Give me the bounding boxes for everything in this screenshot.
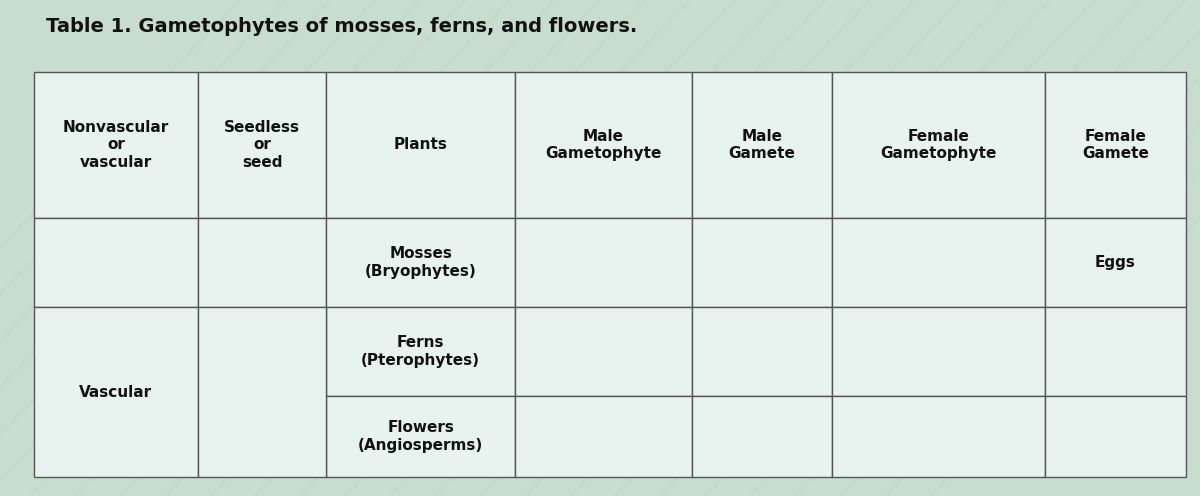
Text: Male
Gamete: Male Gamete <box>728 128 796 161</box>
Bar <box>515 72 692 218</box>
Bar <box>34 218 198 307</box>
Bar <box>692 307 832 396</box>
Text: Ferns
(Pterophytes): Ferns (Pterophytes) <box>361 335 480 368</box>
Text: Plants: Plants <box>394 137 448 152</box>
Bar <box>326 396 515 477</box>
Text: Flowers
(Angiosperms): Flowers (Angiosperms) <box>358 421 484 453</box>
Bar <box>832 396 1045 477</box>
Text: Female
Gametophyte: Female Gametophyte <box>881 128 997 161</box>
Text: Mosses
(Bryophytes): Mosses (Bryophytes) <box>365 246 476 279</box>
Bar <box>34 72 198 218</box>
Bar <box>34 307 198 477</box>
Bar <box>198 218 326 307</box>
Bar <box>832 307 1045 396</box>
Text: Table 1. Gametophytes of mosses, ferns, and flowers.: Table 1. Gametophytes of mosses, ferns, … <box>46 17 637 36</box>
Bar <box>692 396 832 477</box>
Bar <box>1045 396 1186 477</box>
Bar <box>692 218 832 307</box>
Text: Vascular: Vascular <box>79 384 152 400</box>
Bar <box>515 396 692 477</box>
Bar <box>326 218 515 307</box>
Text: Seedless
or
seed: Seedless or seed <box>224 120 300 170</box>
Bar <box>326 72 515 218</box>
Bar <box>1045 72 1186 218</box>
Bar <box>326 307 515 396</box>
Text: Nonvascular
or
vascular: Nonvascular or vascular <box>62 120 169 170</box>
Bar <box>515 307 692 396</box>
Text: Male
Gametophyte: Male Gametophyte <box>545 128 661 161</box>
Bar <box>692 72 832 218</box>
Text: Eggs: Eggs <box>1096 255 1136 270</box>
Bar <box>1045 218 1186 307</box>
Bar <box>1045 307 1186 396</box>
Text: Female
Gamete: Female Gamete <box>1082 128 1148 161</box>
Bar <box>515 218 692 307</box>
Bar <box>832 72 1045 218</box>
Bar <box>832 218 1045 307</box>
Bar <box>198 72 326 218</box>
Bar <box>198 307 326 477</box>
